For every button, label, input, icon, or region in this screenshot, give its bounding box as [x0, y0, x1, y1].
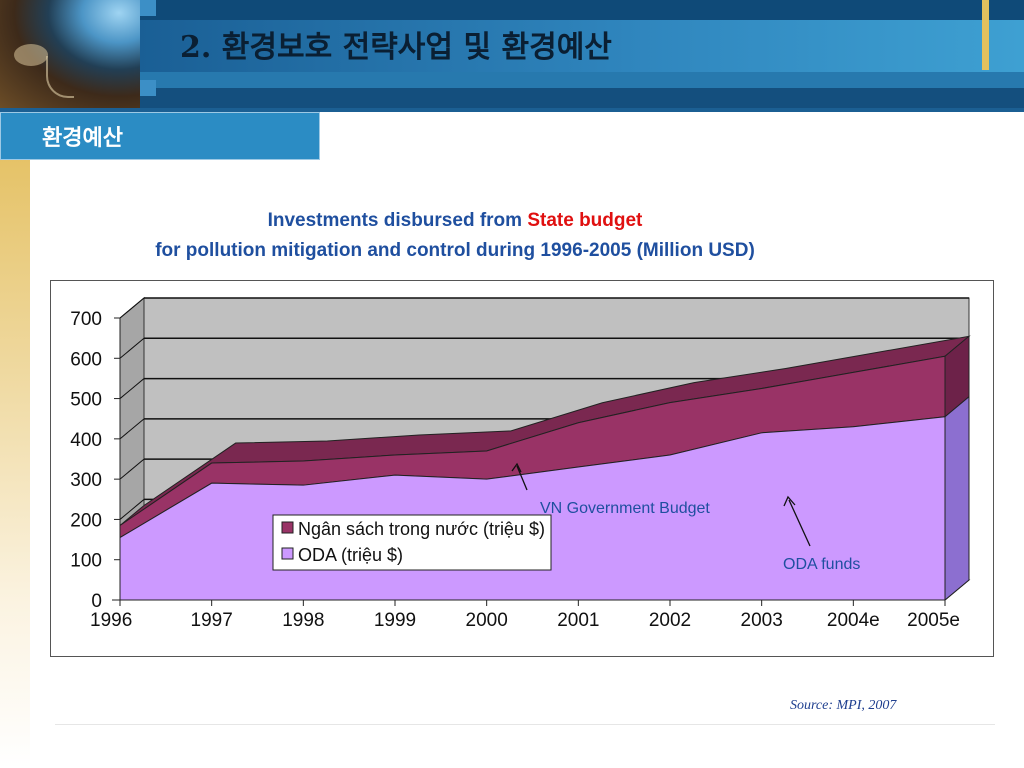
header-square: [140, 0, 156, 16]
annotation-arrow: [516, 465, 528, 491]
y-tick-label: 300: [70, 470, 102, 491]
x-tick-label: 2001: [557, 610, 599, 631]
y-tick-label: 500: [70, 390, 102, 411]
header-band: [140, 88, 1024, 108]
header-photo: [0, 0, 140, 108]
x-tick-label: 2002: [649, 610, 691, 631]
header-divider: [0, 108, 1024, 112]
x-tick-label: 2000: [466, 610, 508, 631]
header-band: [140, 0, 1024, 20]
photo-highlight: [14, 44, 48, 66]
legend-swatch-domestic: [281, 521, 294, 534]
footer-divider: [55, 724, 995, 725]
header-band: [140, 72, 1024, 88]
section-label: 환경예산: [42, 125, 123, 150]
annotation-arrow: [788, 499, 811, 547]
chart-title-line2: for pollution mitigation and control dur…: [155, 240, 755, 261]
chart-title-highlight: State budget: [527, 210, 643, 231]
chart-title-part1: Investments disbursed from: [267, 210, 523, 231]
y-tick-label: 200: [70, 510, 102, 531]
annotation-arrowhead: [783, 495, 796, 507]
legend-swatch-oda: [281, 547, 294, 560]
annotation-arrowhead: [511, 462, 522, 473]
gridline: [119, 337, 145, 359]
slide-title: 2. 환경보호 전략사업 및 환경예산: [180, 30, 612, 65]
gridline: [119, 378, 145, 399]
y-tick-label: 100: [70, 551, 102, 572]
series-end-cap: [944, 395, 970, 602]
x-tick-label: 1998: [282, 610, 324, 631]
y-tick-label: 400: [70, 430, 102, 451]
x-tick-label: 1999: [374, 610, 416, 631]
legend-label-domestic: Ngân sách trong nước (triệu $): [298, 519, 545, 539]
legend-label-oda: ODA (triệu $): [298, 545, 403, 565]
chart-title: Investments disbursed from State budget …: [30, 206, 880, 266]
y-tick-label: 700: [70, 309, 102, 330]
gridline: [119, 297, 145, 319]
x-tick-label: 2003: [741, 610, 783, 631]
header-square: [140, 80, 156, 96]
y-tick-label: 600: [70, 349, 102, 370]
y-tick-label: 0: [91, 591, 102, 612]
x-tick-label: 2005e: [907, 610, 960, 631]
gridline: [119, 458, 145, 480]
annotation-vn-government-budget: VN Government Budget: [540, 500, 710, 517]
header-band: [140, 20, 1024, 72]
gridline: [119, 418, 145, 440]
x-tick-label: 2004e: [827, 610, 880, 631]
gridline: [119, 499, 145, 520]
x-tick-label: 1996: [90, 610, 132, 631]
header-accent-line: [982, 0, 989, 70]
source-note: Source: MPI, 2007: [790, 698, 897, 713]
slide-header: 2. 환경보호 전략사업 및 환경예산: [0, 0, 1024, 108]
x-tick-label: 1997: [191, 610, 233, 631]
annotation-oda-funds: ODA funds: [783, 556, 860, 573]
section-label-box: [0, 112, 320, 160]
legend-box: [272, 514, 552, 571]
side-accent-bar: [0, 108, 30, 768]
